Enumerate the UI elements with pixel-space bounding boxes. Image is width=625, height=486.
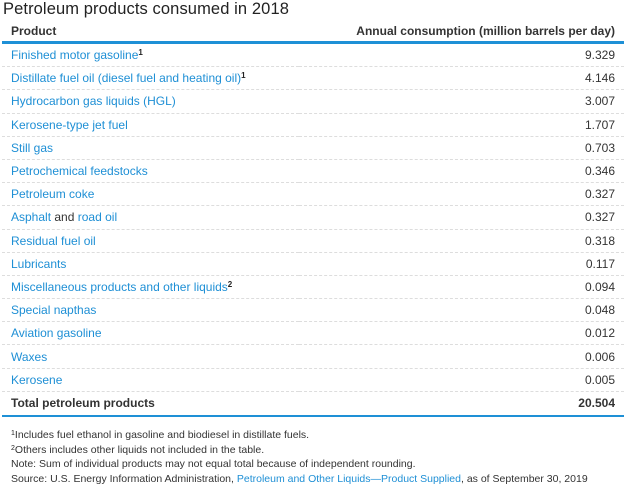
product-link[interactable]: Lubricants <box>11 256 67 271</box>
table-row: Miscellaneous products and other liquids… <box>2 275 624 300</box>
value-cell: 0.327 <box>298 205 624 230</box>
product-link[interactable]: Waxes <box>11 349 48 364</box>
footnote-text: Includes fuel ethanol in gasoline and bi… <box>14 429 310 441</box>
product-cell: Asphalt and road oil <box>2 205 299 230</box>
product-cell: Still gas <box>2 136 299 160</box>
value-cell: 0.094 <box>298 275 624 300</box>
footnotes: 1Includes fuel ethanol in gasoline and b… <box>11 428 588 486</box>
product-link[interactable]: Hydrocarbon gas liquids (HGL) <box>11 94 176 109</box>
header-product: Product <box>2 21 299 44</box>
value-cell: 0.318 <box>298 229 624 253</box>
header-value: Annual consumption (million barrels per … <box>298 21 624 44</box>
source-note: Source: U.S. Energy Information Administ… <box>11 472 588 486</box>
product-link[interactable]: Still gas <box>11 140 54 155</box>
total-value: 20.504 <box>298 391 624 417</box>
table-row: Kerosene-type jet fuel 1.707 <box>2 113 624 137</box>
table-row: Distillate fuel oil (diesel fuel and hea… <box>2 66 624 91</box>
table-row: Finished motor gasoline1 9.329 <box>2 42 624 68</box>
footnote-marker: 2 <box>227 279 233 289</box>
product-cell: Kerosene <box>2 368 299 392</box>
product-cell: Petroleum coke <box>2 182 299 207</box>
product-link[interactable]: road oil <box>77 210 118 225</box>
footnote-marker: 1 <box>11 430 15 437</box>
product-link[interactable]: Aviation gasoline <box>11 326 102 341</box>
page-title: Petroleum products consumed in 2018 <box>3 0 289 18</box>
product-cell: Residual fuel oil <box>2 229 299 253</box>
product-link[interactable]: Asphalt <box>11 210 52 225</box>
product-link[interactable]: Distillate fuel oil (diesel fuel and hea… <box>11 71 242 86</box>
product-link[interactable]: Finished motor gasoline <box>11 48 139 63</box>
source-prefix: Source: U.S. Energy Information Administ… <box>11 472 237 485</box>
table-row: Lubricants 0.117 <box>2 252 624 276</box>
table-row: Hydrocarbon gas liquids (HGL) 3.007 <box>2 89 624 114</box>
total-label: Total petroleum products <box>2 391 299 417</box>
value-cell: 0.327 <box>298 182 624 207</box>
value-cell: 1.707 <box>298 113 624 137</box>
product-link[interactable]: Miscellaneous products and other liquids <box>11 279 228 294</box>
table-row: Waxes 0.006 <box>2 344 624 369</box>
product-cell: Petrochemical feedstocks <box>2 159 299 184</box>
value-cell: 0.048 <box>298 298 624 323</box>
connector-text: and <box>54 210 75 225</box>
value-cell: 0.346 <box>298 159 624 184</box>
value-cell: 0.006 <box>298 344 624 369</box>
product-link[interactable]: Kerosene <box>11 372 63 387</box>
source-suffix: , as of September 30, 2019 <box>461 472 588 485</box>
value-cell: 0.117 <box>298 252 624 276</box>
value-cell: 3.007 <box>298 89 624 114</box>
footnote-2: 2Others includes other liquids not inclu… <box>11 443 588 458</box>
footnote-marker: 2 <box>11 444 15 452</box>
value-cell: 0.005 <box>298 368 624 392</box>
table-row: Petrochemical feedstocks 0.346 <box>2 159 624 184</box>
product-link[interactable]: Petrochemical feedstocks <box>11 164 148 179</box>
product-cell: Hydrocarbon gas liquids (HGL) <box>2 89 299 114</box>
product-cell: Finished motor gasoline1 <box>2 42 299 68</box>
product-cell: Lubricants <box>2 252 299 276</box>
product-cell: Kerosene-type jet fuel <box>2 113 299 137</box>
table-row: Special napthas 0.048 <box>2 298 624 323</box>
product-cell: Aviation gasoline <box>2 321 299 346</box>
value-cell: 0.703 <box>298 136 624 160</box>
footnote-marker: 1 <box>241 71 246 81</box>
value-cell: 0.012 <box>298 321 624 346</box>
value-cell: 9.329 <box>298 42 624 68</box>
total-row: Total petroleum products 20.504 <box>2 391 624 417</box>
table-row: Kerosene 0.005 <box>2 368 624 392</box>
table-row: Still gas 0.703 <box>2 136 624 160</box>
product-link[interactable]: Petroleum coke <box>11 187 95 202</box>
value-cell: 4.146 <box>298 66 624 91</box>
footnote-1: 1Includes fuel ethanol in gasoline and b… <box>11 428 588 443</box>
product-cell: Waxes <box>2 344 299 369</box>
table-header-row: Product Annual consumption (million barr… <box>2 21 624 44</box>
table-row: Petroleum coke 0.327 <box>2 182 624 207</box>
product-cell: Special napthas <box>2 298 299 323</box>
product-cell: Distillate fuel oil (diesel fuel and hea… <box>2 66 299 91</box>
product-link[interactable]: Residual fuel oil <box>11 233 96 248</box>
table-row: Asphalt and road oil 0.327 <box>2 205 624 230</box>
source-link[interactable]: Petroleum and Other Liquids—Product Supp… <box>236 472 461 485</box>
rounding-note: Note: Sum of individual products may not… <box>11 458 416 471</box>
table-row: Aviation gasoline 0.012 <box>2 321 624 346</box>
consumption-table: Product Annual consumption (million barr… <box>2 21 624 417</box>
product-link[interactable]: Special napthas <box>11 303 97 318</box>
table-row: Residual fuel oil 0.318 <box>2 229 624 253</box>
product-cell: Miscellaneous products and other liquids… <box>2 275 299 300</box>
product-link[interactable]: Kerosene-type jet fuel <box>11 117 128 132</box>
footnote-text: Others includes other liquids not includ… <box>14 443 265 456</box>
footnote-marker: 1 <box>138 48 143 58</box>
